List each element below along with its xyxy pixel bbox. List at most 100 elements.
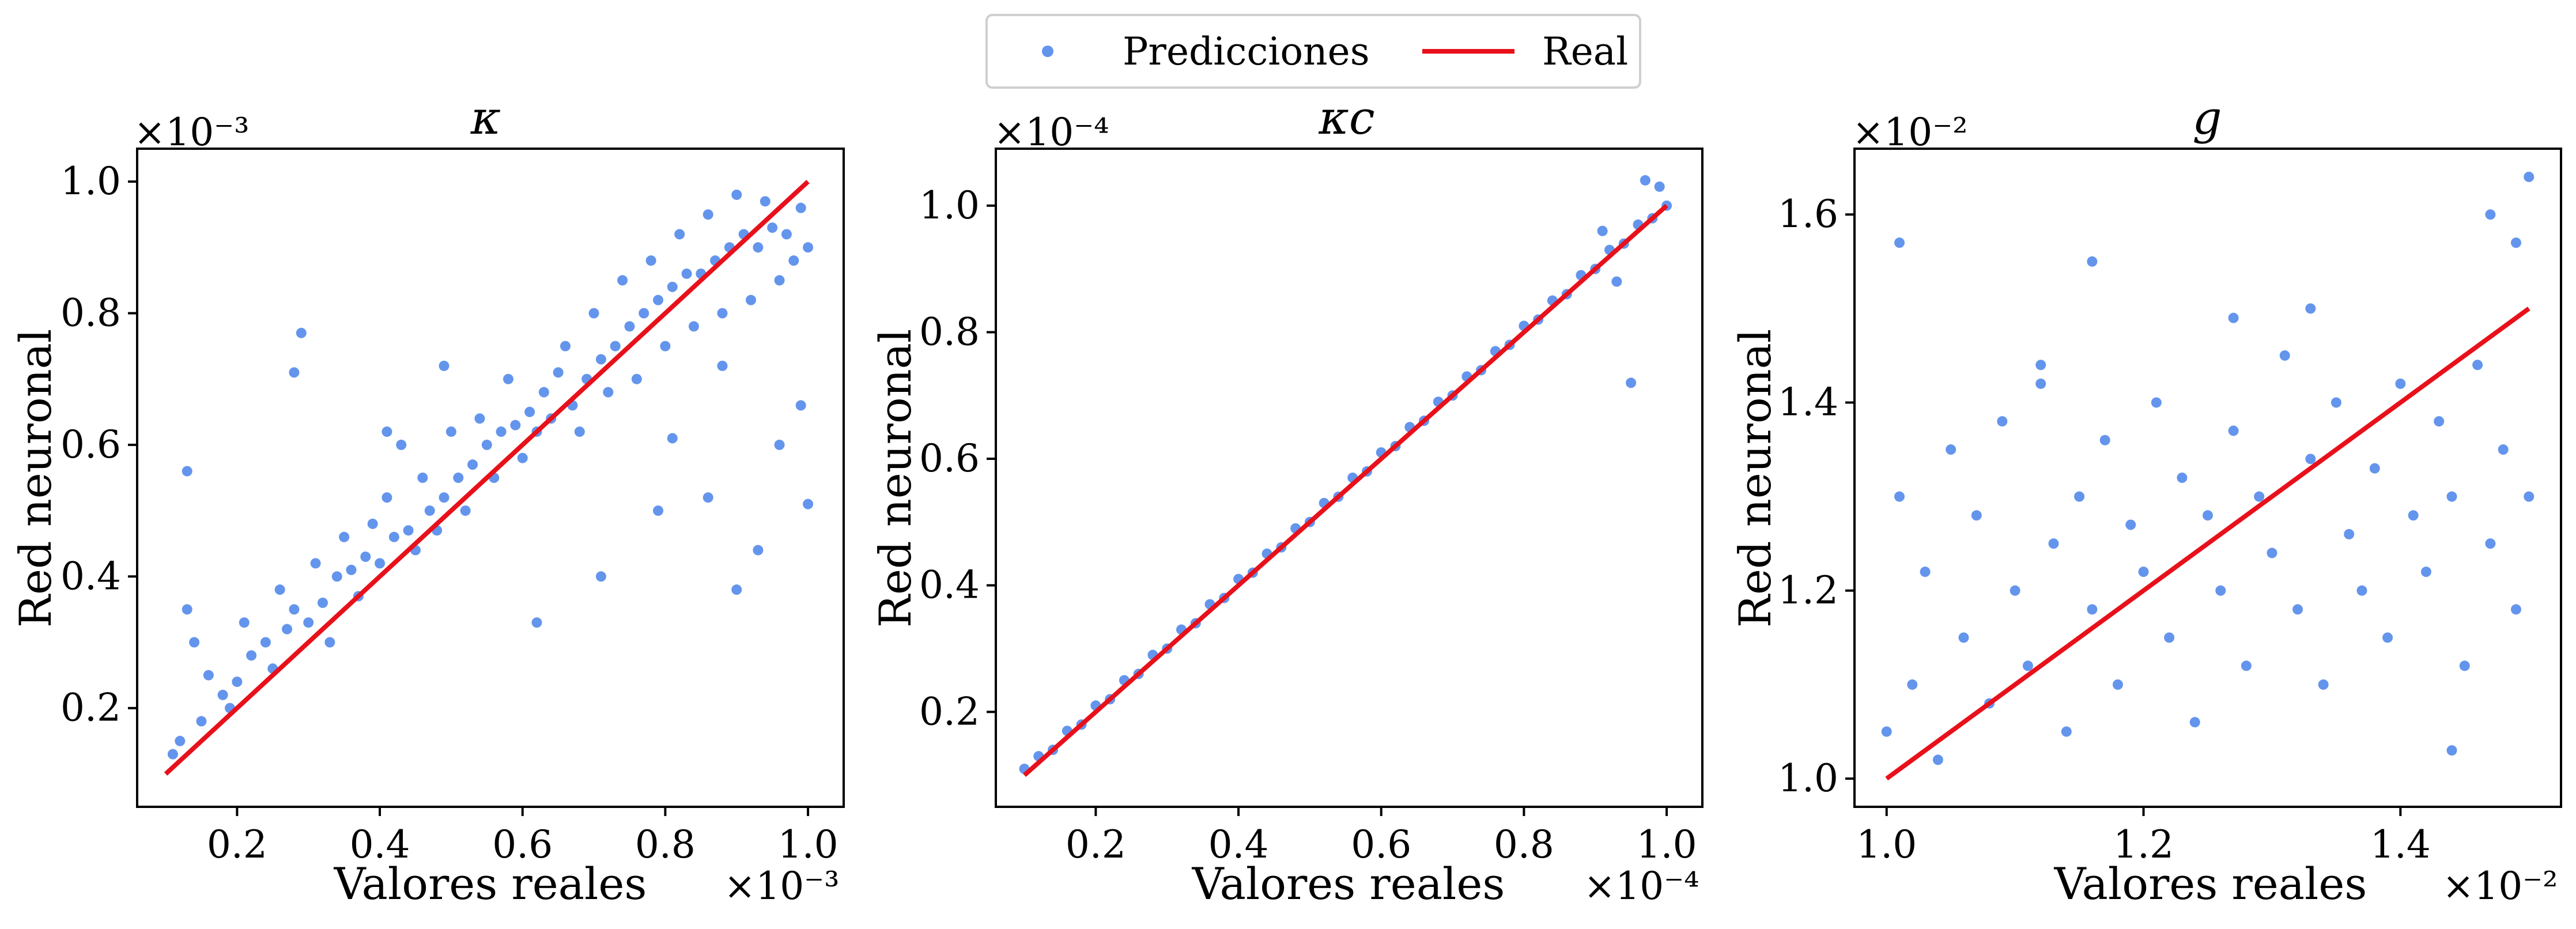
scatter-point <box>702 492 713 503</box>
scatter-point <box>346 564 357 575</box>
scatter-point <box>2408 510 2419 521</box>
scatter-point <box>1894 491 1905 502</box>
scatter-point <box>2048 538 2059 549</box>
y-tick-label: 0.8 <box>919 309 980 354</box>
x-tick-label: 1.2 <box>2113 822 2174 867</box>
scatter-point <box>460 505 471 516</box>
scatter-point <box>560 341 571 352</box>
scatter-point <box>717 360 728 371</box>
x-tick-label: 0.2 <box>1066 822 1126 867</box>
scatter-point <box>1958 632 1969 643</box>
axes-frame <box>1853 148 2562 808</box>
scatter-point <box>753 242 764 253</box>
y-axis-label: Red neuronal <box>870 329 921 628</box>
scatter-point <box>331 571 342 582</box>
y-exponent-label: ×10⁻³ <box>134 110 250 154</box>
scatter-point <box>217 689 228 700</box>
scatter-point <box>382 492 392 503</box>
scatter-point <box>2446 745 2457 756</box>
y-tick-label: 1.2 <box>1778 568 1838 613</box>
scatter-point <box>767 222 778 233</box>
x-exponent-label: ×10⁻⁴ <box>1584 864 1699 908</box>
scatter-point <box>2472 360 2483 371</box>
scatter-point <box>624 321 635 332</box>
scatter-point <box>2125 519 2136 530</box>
scatter-point <box>289 604 300 615</box>
x-tick-label: 1.0 <box>1637 822 1697 867</box>
scatter-point <box>375 558 386 569</box>
y-tick-label: 1.0 <box>61 159 121 203</box>
x-exponent-label: ×10⁻³ <box>724 864 840 908</box>
y-tick-label: 0.2 <box>61 686 121 730</box>
scatter-point <box>2305 303 2316 314</box>
scatter-point <box>2151 397 2162 408</box>
scatter-point <box>474 413 485 424</box>
ticks: 0.2 0.4 0.6 0.8 1.0 0.2 0.4 0.6 0.8 1.0 <box>919 183 1697 867</box>
x-axis-label: Valores reales <box>1192 858 1505 909</box>
scatter-point <box>382 426 392 437</box>
x-exponent-label: ×10⁻² <box>2442 864 2558 908</box>
scatter-point <box>2189 717 2200 728</box>
scatter-point <box>424 505 435 516</box>
legend-frame <box>985 14 1641 89</box>
scatter-point <box>203 670 214 681</box>
scatter-point <box>717 308 728 319</box>
scatter-point <box>175 735 186 746</box>
scatter-point <box>2241 660 2252 671</box>
y-tick-label: 0.8 <box>61 291 121 335</box>
scatter-point <box>1626 377 1637 388</box>
y-tick-label: 0.6 <box>61 422 121 467</box>
scatter-point <box>2177 473 2188 483</box>
ticks: 0.2 0.4 0.6 0.8 1.0 0.2 0.4 0.6 0.8 1.0 <box>61 159 838 867</box>
scatter-point <box>2369 463 2380 474</box>
legend: Predicciones Real <box>985 14 1641 89</box>
y-tick-label: 0.4 <box>919 563 980 607</box>
scatter-point <box>445 426 456 437</box>
y-tick-label: 0.4 <box>61 554 121 598</box>
y-tick-label: 1.0 <box>1778 756 1838 800</box>
y-tick-label: 0.6 <box>919 436 980 481</box>
panel-title: κc <box>1318 91 1374 145</box>
plot-area <box>164 180 814 776</box>
y-tick-label: 1.4 <box>1778 380 1838 424</box>
scatter-point <box>2035 378 2046 389</box>
y-axis-label: Red neuronal <box>1729 329 1781 628</box>
scatter-point <box>439 492 450 503</box>
scatter-point <box>324 637 335 648</box>
scatter-point <box>2010 585 2020 596</box>
scatter-point <box>788 255 799 266</box>
x-tick-label: 0.4 <box>350 822 410 867</box>
y-tick-label: 1.6 <box>1778 192 1838 236</box>
scatter-point <box>617 275 628 286</box>
scatter-point <box>667 281 678 292</box>
y-axis-label: Red neuronal <box>10 329 61 628</box>
x-axis-label: Valores reales <box>334 858 647 909</box>
scatter-point <box>803 242 814 253</box>
scatter-point <box>310 558 321 569</box>
plot-area <box>1881 171 2535 781</box>
scatter-point <box>2485 538 2496 549</box>
scatter-point <box>688 321 699 332</box>
scatter-point <box>667 433 678 444</box>
scatter-point <box>2267 547 2277 558</box>
scatter-point <box>317 597 328 608</box>
scatter-point <box>2254 491 2265 502</box>
scatter-point <box>1894 237 1905 248</box>
scatter-point <box>639 308 649 319</box>
axes-frame <box>995 148 1704 808</box>
y-tick-label: 1.0 <box>919 183 980 228</box>
scatter-point <box>246 650 257 661</box>
scatter-point <box>588 308 599 319</box>
scatter-point <box>2022 660 2033 671</box>
scatter-point <box>2446 491 2457 502</box>
scatter-point <box>453 473 464 483</box>
scatter-point <box>2061 726 2072 737</box>
scatter-point <box>524 406 535 417</box>
legend-marker-predicciones <box>1042 46 1053 57</box>
scatter-point <box>774 439 785 450</box>
scatter-point <box>1881 726 1892 737</box>
x-tick-label: 1.0 <box>1856 822 1917 867</box>
scatter-point <box>260 637 271 648</box>
scatter-point <box>182 604 192 615</box>
panel-g: g ×10⁻² 1.0 1.2 1.4 1.0 1.2 1.4 1.6 Valores re… <box>1729 91 2562 909</box>
